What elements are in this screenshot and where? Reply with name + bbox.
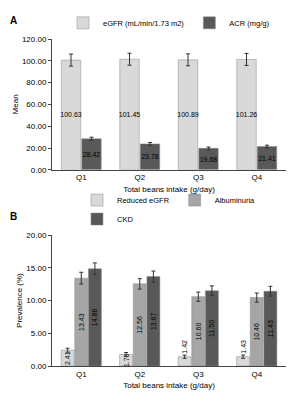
svg-text:11.43: 11.43 [267, 320, 274, 337]
svg-text:100.63: 100.63 [60, 111, 82, 118]
svg-text:B: B [10, 211, 17, 222]
svg-text:Q1: Q1 [76, 173, 87, 182]
svg-text:10.00: 10.00 [26, 296, 47, 305]
svg-text:10.60: 10.60 [195, 323, 202, 341]
svg-text:80.00: 80.00 [26, 78, 47, 87]
svg-text:101.26: 101.26 [236, 111, 258, 118]
svg-text:100.89: 100.89 [177, 111, 199, 118]
svg-text:23.78: 23.78 [141, 153, 159, 160]
svg-text:Total beans intake (g/day): Total beans intake (g/day) [123, 381, 215, 390]
svg-text:15.00: 15.00 [26, 264, 47, 273]
svg-text:11.50: 11.50 [208, 320, 215, 337]
svg-text:Q4: Q4 [251, 173, 262, 182]
svg-text:CKD: CKD [117, 215, 133, 224]
svg-text:21.41: 21.41 [258, 155, 276, 162]
svg-text:1.76: 1.76 [123, 353, 130, 367]
svg-text:0.00: 0.00 [31, 166, 47, 175]
svg-text:ACR (mg/g): ACR (mg/g) [229, 19, 269, 28]
svg-text:10.46: 10.46 [253, 323, 260, 341]
svg-text:Albuminuria: Albuminuria [215, 196, 255, 205]
svg-text:Q2: Q2 [134, 370, 145, 379]
svg-text:Q2: Q2 [134, 173, 145, 182]
svg-text:14.86: 14.86 [91, 309, 98, 327]
svg-text:Reduced eGFR: Reduced eGFR [117, 196, 170, 205]
svg-text:Prevalence (%): Prevalence (%) [15, 273, 24, 328]
svg-text:13.67: 13.67 [150, 312, 157, 330]
svg-text:101.45: 101.45 [119, 111, 141, 118]
svg-text:2.41: 2.41 [64, 351, 71, 365]
svg-text:0.00: 0.00 [31, 362, 47, 371]
svg-text:Q1: Q1 [76, 370, 87, 379]
svg-text:eGFR (mL/min/1.73 m2): eGFR (mL/min/1.73 m2) [103, 19, 184, 28]
svg-text:5.00: 5.00 [31, 329, 47, 338]
svg-text:A: A [10, 15, 17, 26]
svg-text:1.42: 1.42 [181, 340, 188, 354]
svg-text:Q3: Q3 [193, 173, 204, 182]
svg-text:120.00: 120.00 [22, 35, 47, 44]
svg-text:19.68: 19.68 [200, 156, 218, 163]
svg-text:100.00: 100.00 [22, 57, 47, 66]
svg-text:20.00: 20.00 [26, 231, 47, 240]
svg-text:Q4: Q4 [251, 370, 262, 379]
svg-text:40.00: 40.00 [26, 122, 47, 131]
svg-text:13.43: 13.43 [78, 313, 85, 331]
svg-text:28.42: 28.42 [83, 151, 101, 158]
svg-text:Q3: Q3 [193, 370, 204, 379]
svg-text:60.00: 60.00 [26, 100, 47, 109]
svg-text:20.00: 20.00 [26, 144, 47, 153]
svg-text:1.43: 1.43 [240, 340, 247, 354]
svg-text:Mean: Mean [11, 94, 20, 114]
svg-text:Total beans intake (g/day): Total beans intake (g/day) [123, 185, 215, 194]
svg-text:12.56: 12.56 [136, 316, 143, 334]
